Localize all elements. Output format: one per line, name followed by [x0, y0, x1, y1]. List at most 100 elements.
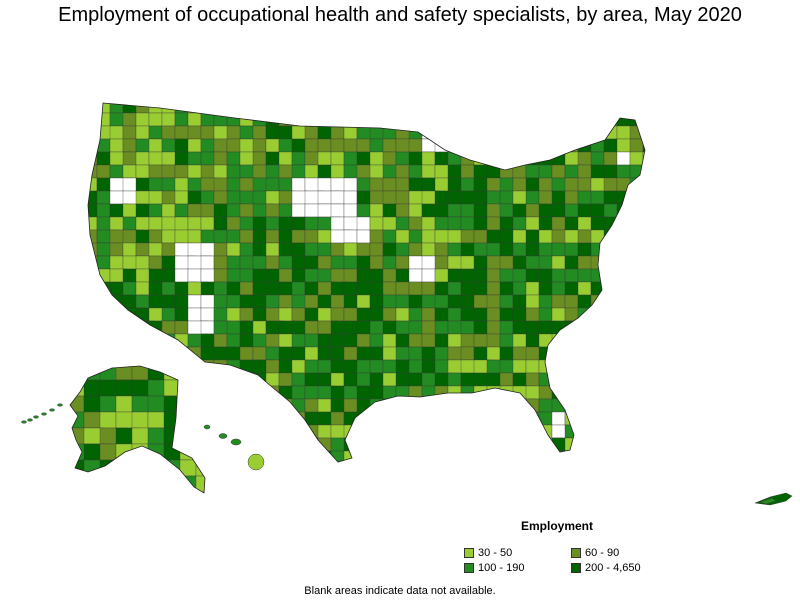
map-area: [226, 333, 241, 348]
map-area: [447, 164, 462, 179]
map-area: [213, 216, 228, 231]
map-area: [525, 307, 542, 322]
map-area: [369, 268, 384, 283]
map-area: [616, 255, 635, 270]
map-area: [434, 437, 449, 452]
map-area: [408, 424, 428, 439]
map-area: [330, 164, 345, 179]
map-area: [131, 411, 149, 429]
map-area: [252, 398, 267, 413]
map-area: [642, 112, 645, 127]
map-area: [642, 398, 645, 413]
map-area: [551, 450, 566, 462]
map-area: [213, 359, 228, 374]
map-area: [603, 216, 620, 231]
map-area: [382, 281, 397, 296]
map-area: [265, 385, 280, 400]
map-area: [603, 398, 618, 413]
map-area: [356, 333, 371, 348]
map-area: [161, 177, 178, 192]
map-area: [343, 177, 358, 192]
map-area: [460, 320, 475, 335]
map-area: [252, 437, 278, 452]
map-area: [590, 307, 605, 322]
map-area: [195, 491, 205, 493]
map-area: [174, 411, 197, 426]
map-area: [115, 459, 133, 477]
map-area: [447, 112, 470, 127]
map-area: [99, 395, 117, 413]
map-area: [330, 411, 345, 426]
map-area: [278, 125, 293, 140]
map-area: [252, 151, 267, 166]
map-area: [629, 125, 645, 140]
map-area: [382, 242, 397, 257]
map-area: [538, 229, 553, 244]
map-area: [200, 255, 215, 270]
map-area: [616, 103, 631, 114]
map-area: [200, 138, 216, 153]
map-area: [499, 164, 514, 179]
map-area: [590, 346, 605, 361]
map-area: [421, 346, 436, 361]
map-area: [304, 125, 319, 140]
map-area: [525, 411, 542, 426]
map-area: [343, 103, 363, 114]
map-area: [174, 437, 197, 452]
map-area: [447, 125, 472, 140]
map-area: [239, 320, 256, 335]
map-area: [226, 385, 241, 400]
map-area: [629, 151, 644, 166]
map-area: [512, 164, 527, 179]
map-area: [109, 333, 125, 348]
map-area: [356, 203, 371, 218]
map-area: [252, 307, 267, 322]
map-area: [395, 281, 410, 296]
map-area: [356, 229, 371, 244]
map-area: [421, 450, 443, 462]
map-area: [421, 103, 436, 114]
map-area: [122, 216, 137, 231]
map-area: [369, 138, 384, 153]
map-area: [616, 294, 631, 309]
map-area: [291, 372, 306, 387]
map-area: [616, 411, 631, 426]
map-area: [447, 103, 462, 114]
map-area: [642, 190, 645, 205]
map-area: [564, 372, 592, 387]
map-area: [525, 177, 540, 192]
map-area: [590, 385, 605, 400]
map-area: [421, 411, 437, 426]
map-area: [200, 103, 215, 114]
map-area: [252, 411, 267, 426]
map-area: [356, 281, 371, 296]
map-area: [239, 190, 256, 205]
map-area: [447, 177, 462, 192]
map-area: [279, 464, 292, 477]
map-area: [131, 475, 151, 493]
map-area: [564, 190, 579, 205]
map-area: [49, 408, 55, 412]
map-area: [578, 464, 598, 477]
map-area: [317, 450, 334, 462]
map-area: [642, 411, 645, 426]
map-area: [179, 366, 197, 381]
map-area: [447, 281, 462, 296]
map-area: [382, 450, 408, 462]
map-area: [460, 112, 475, 127]
map-area: [512, 424, 527, 439]
map-area: [226, 281, 241, 296]
map-area: [513, 464, 535, 477]
map-area: [629, 398, 645, 413]
map-area: [356, 138, 371, 153]
map-area: [226, 372, 241, 387]
map-area: [538, 138, 553, 153]
map-area: [590, 164, 605, 179]
map-area: [486, 398, 512, 413]
map-area: [214, 464, 231, 477]
map-area: [187, 424, 202, 439]
map-area: [382, 411, 409, 426]
map-area: [304, 229, 319, 244]
map-area: [460, 437, 482, 452]
map-area: [252, 103, 267, 114]
